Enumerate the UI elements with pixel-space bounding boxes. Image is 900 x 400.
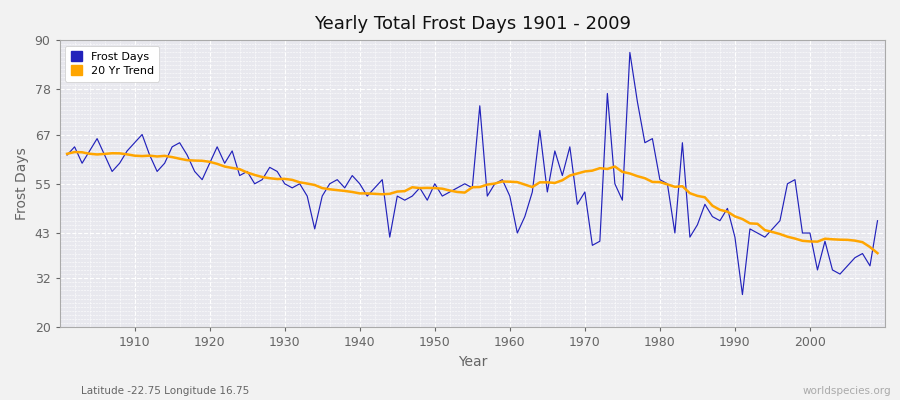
Legend: Frost Days, 20 Yr Trend: Frost Days, 20 Yr Trend <box>65 46 159 82</box>
Text: Latitude -22.75 Longitude 16.75: Latitude -22.75 Longitude 16.75 <box>81 386 249 396</box>
Title: Yearly Total Frost Days 1901 - 2009: Yearly Total Frost Days 1901 - 2009 <box>314 15 631 33</box>
X-axis label: Year: Year <box>457 355 487 369</box>
Text: worldspecies.org: worldspecies.org <box>803 386 891 396</box>
Y-axis label: Frost Days: Frost Days <box>15 147 29 220</box>
